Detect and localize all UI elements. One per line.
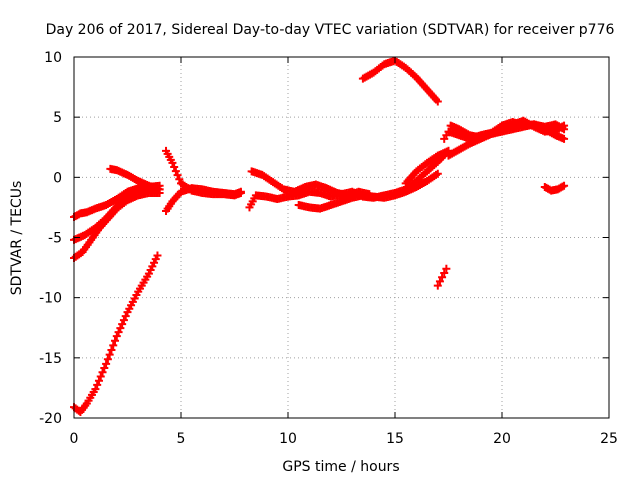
data-point (98, 368, 107, 377)
data-point (175, 175, 184, 184)
y-tick-label: -15 (39, 351, 62, 367)
data-point (107, 346, 116, 355)
y-tick-label: 10 (44, 50, 62, 66)
data-point (94, 376, 103, 385)
data-point (433, 169, 442, 178)
data-point (118, 320, 127, 329)
y-tick-label: 5 (53, 110, 62, 126)
data-point (111, 336, 120, 345)
data-point (93, 380, 102, 389)
series-arc-g (162, 184, 245, 216)
data-point (119, 316, 128, 325)
series-arc-d (106, 164, 164, 194)
data-point (170, 162, 179, 171)
y-tick-label: 0 (53, 170, 62, 186)
series-arc-q (540, 181, 569, 195)
y-tick-label: -20 (39, 411, 62, 427)
data-point (560, 134, 569, 143)
x-tick-labels: 0 5 10 15 20 25 (70, 431, 618, 447)
data-point (91, 385, 100, 394)
series-arc-m (433, 264, 451, 290)
data-point (109, 341, 118, 350)
x-tick-label: 25 (600, 431, 618, 447)
x-axis-label: GPS time / hours (282, 459, 399, 475)
data-point (155, 185, 164, 194)
data-point (102, 359, 111, 368)
x-tick-label: 0 (70, 431, 79, 447)
series-arc-l (358, 56, 442, 106)
data-point (103, 355, 112, 364)
x-tick-label: 15 (386, 431, 404, 447)
data-point (433, 97, 442, 106)
y-axis-label: SDTVAR / TECUs (9, 181, 25, 296)
data-point (116, 324, 125, 333)
axis-ticks (73, 56, 610, 419)
series-arc-j (294, 169, 442, 213)
data-point (100, 364, 109, 373)
data-point (433, 281, 442, 290)
y-tick-label: -5 (48, 231, 62, 247)
series-arc-p (446, 116, 569, 142)
data-point (560, 181, 569, 190)
data-point (114, 328, 123, 337)
x-tick-label: 5 (177, 431, 186, 447)
data-point (96, 372, 105, 381)
data-point (440, 268, 449, 277)
x-tick-label: 10 (279, 431, 297, 447)
data-point (236, 187, 245, 196)
data-point (105, 350, 114, 359)
data-point (112, 332, 121, 341)
series-arc-k (401, 146, 453, 188)
data-point (435, 277, 444, 286)
data-point (168, 158, 177, 167)
data-point (442, 264, 451, 273)
x-tick-label: 20 (493, 431, 511, 447)
data-point (173, 171, 182, 180)
y-tick-label: -10 (39, 291, 62, 307)
grid (74, 57, 609, 418)
data-point (438, 273, 447, 282)
data-marks (70, 56, 569, 416)
chart-title: Day 206 of 2017, Sidereal Day-to-day VTE… (46, 22, 615, 38)
data-point (560, 121, 569, 130)
data-point (121, 312, 130, 321)
y-tick-labels: -20 -15 -10 -5 0 5 10 (39, 50, 62, 427)
data-point (171, 167, 180, 176)
series-arc-c (70, 188, 164, 262)
series-arc-e (70, 251, 162, 416)
data-point (153, 251, 162, 260)
